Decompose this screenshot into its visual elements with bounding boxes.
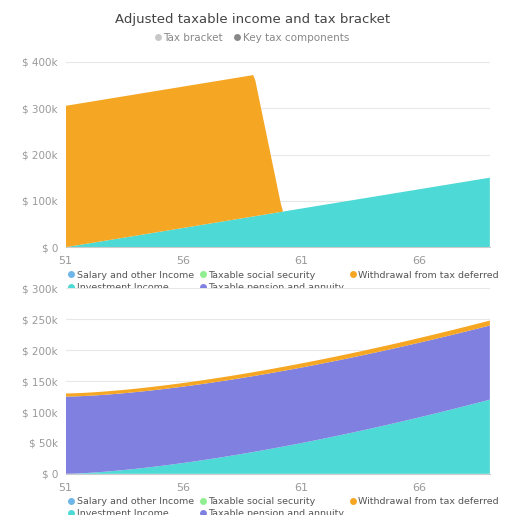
Text: Adjusted taxable income and tax bracket: Adjusted taxable income and tax bracket — [115, 13, 390, 26]
Legend: Salary and other Income, Investment Income, Taxable social security, Taxable pen: Salary and other Income, Investment Inco… — [66, 267, 502, 296]
Legend: Salary and other Income, Investment Income, Taxable social security, Taxable pen: Salary and other Income, Investment Inco… — [66, 493, 502, 515]
Legend: Tax bracket, Key tax components: Tax bracket, Key tax components — [152, 28, 353, 47]
